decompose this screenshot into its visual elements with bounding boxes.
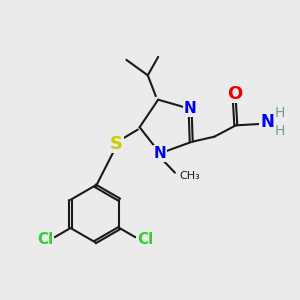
Text: Cl: Cl xyxy=(137,232,153,247)
Text: S: S xyxy=(110,135,123,153)
Text: Cl: Cl xyxy=(37,232,53,247)
Text: H: H xyxy=(274,124,285,138)
Text: CH₃: CH₃ xyxy=(179,171,200,181)
Text: H: H xyxy=(274,106,285,121)
Text: N: N xyxy=(184,101,196,116)
Text: N: N xyxy=(260,113,274,131)
Text: O: O xyxy=(227,85,242,103)
Text: N: N xyxy=(154,146,166,161)
